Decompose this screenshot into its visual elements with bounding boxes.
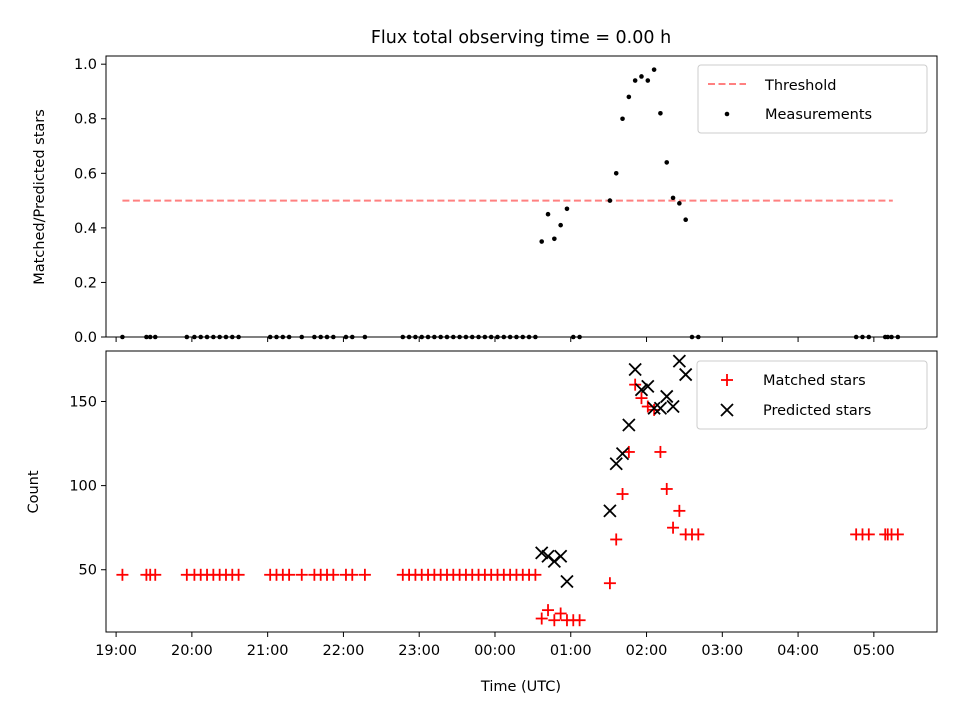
matched-star-point <box>358 568 371 581</box>
predicted-star-point <box>628 362 642 377</box>
bottom-y-tick-label: 50 <box>79 563 97 579</box>
predicted-star-point <box>672 354 687 368</box>
measurement-point <box>639 74 644 79</box>
bottom-panel: 19:00 20:00 21:00 22:00 23:00 00:00 01:00 02:00… <box>26 350 938 695</box>
measurement-point <box>613 171 619 176</box>
x-tick-label: 19:00 <box>95 643 137 659</box>
matched-star-point <box>554 607 567 620</box>
measurement-point <box>664 160 670 165</box>
measurement-point <box>564 206 570 212</box>
matched-star-point <box>535 612 548 625</box>
bottom-axes-frame <box>105 350 938 633</box>
predicted-star-point <box>641 379 655 393</box>
legend-threshold-label: Threshold <box>764 78 836 94</box>
matched-star-point <box>542 604 555 617</box>
measurement-point <box>607 198 613 203</box>
top-axes-frame <box>105 55 938 338</box>
top-y-tick-label: 0.4 <box>74 221 97 237</box>
matched-star-point <box>149 568 162 581</box>
x-tick-label: 20:00 <box>171 643 213 659</box>
matched-star-point <box>548 614 561 627</box>
matched-star-point <box>603 577 616 590</box>
measurement-point <box>626 94 632 100</box>
predicted-star-point <box>666 399 680 414</box>
measurement-point <box>658 110 663 116</box>
matched-star-point <box>283 568 296 581</box>
measurement-point <box>552 236 557 242</box>
predicted-star-point <box>653 401 668 415</box>
predicted-star-point <box>603 504 617 518</box>
matched-star-point <box>573 614 586 627</box>
measurement-point <box>651 67 657 72</box>
matched-star-point <box>327 568 340 581</box>
top-y-tick-label: 1.0 <box>74 57 97 73</box>
x-tick-label: 02:00 <box>626 643 668 659</box>
measurement-point <box>558 222 563 228</box>
matched-star-point <box>616 488 629 501</box>
top-y-tick-label: 0.6 <box>74 166 97 182</box>
legend-matched-label: Matched stars <box>763 373 866 389</box>
matched-star-point <box>654 445 667 458</box>
x-tick-label: 05:00 <box>853 643 895 659</box>
top-y-tick-label: 0.0 <box>74 330 97 346</box>
top-legend: Threshold Measurements <box>697 64 928 134</box>
predicted-star-point <box>622 418 636 432</box>
top-legend-box <box>697 64 928 134</box>
bottom-y-tick-label: 100 <box>69 479 97 495</box>
top-y-tick-label: 0.8 <box>74 112 97 128</box>
x-axis-label: Time (UTC) <box>480 679 561 695</box>
matched-star-point <box>116 568 129 581</box>
measurement-point <box>620 116 625 122</box>
x-tick-label: 00:00 <box>474 643 516 659</box>
bottom-legend-box <box>696 360 928 430</box>
predicted-star-point <box>535 546 549 560</box>
legend-measurements-label: Measurements <box>765 107 872 123</box>
x-tick-label: 23:00 <box>398 643 440 659</box>
predicted-star-point <box>634 383 649 397</box>
x-tick-label: 01:00 <box>550 643 592 659</box>
legend-measurements-swatch <box>724 111 730 117</box>
matched-star-point <box>891 528 904 541</box>
measurement-point <box>645 78 651 83</box>
measurement-point <box>670 195 676 201</box>
measurement-point <box>677 201 682 206</box>
matched-star-point <box>295 568 308 581</box>
top-y-tick-label: 0.2 <box>74 275 97 291</box>
bottom-legend: Matched stars Predicted stars <box>696 360 928 430</box>
matched-star-point <box>346 568 359 581</box>
predicted-star-point <box>554 549 568 563</box>
legend-predicted-swatch <box>720 403 734 417</box>
matched-star-point <box>610 533 623 546</box>
predicted-star-point <box>615 447 630 461</box>
bottom-ylabel: Count <box>26 470 42 513</box>
measurement-point <box>683 217 688 222</box>
matched-star-point <box>692 528 705 541</box>
chart-title: Flux total observing time = 0.00 h <box>371 28 671 48</box>
x-tick-label: 03:00 <box>701 643 743 659</box>
predicted-star-point <box>560 574 574 589</box>
legend-predicted-label: Predicted stars <box>763 403 871 419</box>
matched-star-point <box>232 568 245 581</box>
matched-star-point <box>660 482 673 495</box>
top-panel: 0.0 0.2 0.4 0.6 0.8 1.0 Matched/Predicted sta… <box>32 55 938 346</box>
predicted-star-point <box>647 401 661 415</box>
matched-star-point <box>667 521 680 534</box>
measurement-point <box>545 211 551 217</box>
predicted-star-point <box>679 367 693 382</box>
predicted-star-point <box>660 389 674 404</box>
top-ylabel: Matched/Predicted stars <box>32 109 48 285</box>
matched-star-point <box>862 528 875 541</box>
x-tick-label: 21:00 <box>247 643 289 659</box>
bottom-y-tick-label: 150 <box>69 394 97 410</box>
measurement-point <box>539 239 545 244</box>
matched-star-point <box>529 568 542 581</box>
matched-star-point <box>673 504 686 517</box>
x-tick-label: 22:00 <box>323 643 365 659</box>
x-tick-label: 04:00 <box>777 643 819 659</box>
measurement-point <box>632 78 638 83</box>
legend-matched-swatch <box>721 374 733 386</box>
matched-star-point <box>635 392 648 405</box>
predicted-star-point <box>609 457 623 471</box>
